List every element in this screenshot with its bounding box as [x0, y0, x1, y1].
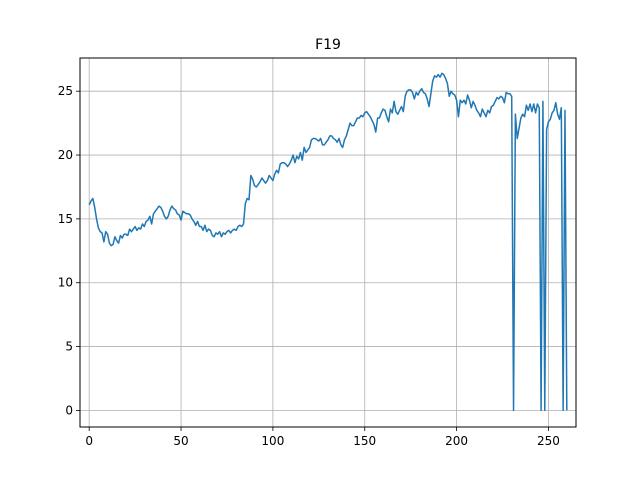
y-tick-label: 25	[58, 84, 73, 98]
x-tick-label: 0	[85, 434, 93, 448]
y-tick-label: 5	[65, 340, 73, 354]
series-layer	[88, 72, 568, 412]
y-tick-label: 10	[58, 276, 73, 290]
series-line	[88, 72, 568, 412]
y-tick-label: 15	[58, 212, 73, 226]
y-tick-label: 0	[65, 403, 73, 417]
y-axis: 0 5 10 15 20 25	[58, 84, 80, 417]
x-axis: 0 50 100 150 200 250	[85, 427, 560, 448]
x-tick-label: 50	[173, 434, 188, 448]
plot-area-frame	[79, 57, 577, 428]
x-tick-label: 200	[445, 434, 468, 448]
x-tick-label: 150	[353, 434, 376, 448]
x-tick-label: 250	[537, 434, 560, 448]
grid-lines	[80, 58, 576, 427]
x-tick-label: 100	[261, 434, 284, 448]
chart-title: F19	[315, 37, 341, 53]
y-tick-label: 20	[58, 148, 73, 162]
